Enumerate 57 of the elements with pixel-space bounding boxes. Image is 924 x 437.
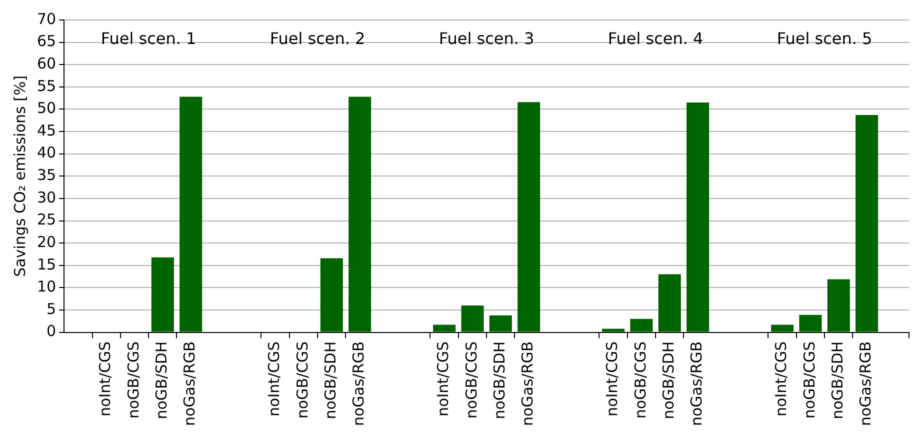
- y-tick-label: 65: [36, 32, 56, 50]
- x-tick-label: noGB/SDH: [828, 341, 847, 420]
- x-tick-label: noGB/SDH: [152, 341, 171, 420]
- bar: [827, 279, 850, 332]
- y-tick-label: 40: [36, 144, 56, 162]
- x-tick-label: noGas/RGB: [518, 341, 537, 426]
- x-tick-label: noGB/CGS: [124, 341, 142, 419]
- y-tick-label: 35: [36, 166, 56, 184]
- bar: [799, 314, 822, 332]
- y-tick-label: 25: [36, 210, 56, 229]
- annotation: Fuel scen. 5: [776, 29, 872, 48]
- x-tick-label: noGB/SDH: [660, 341, 678, 420]
- y-tick-label: 50: [36, 99, 56, 118]
- bar: [630, 318, 653, 332]
- bar: [348, 96, 372, 332]
- y-tick-label: 0: [46, 322, 56, 340]
- y-tick-label: 55: [36, 76, 56, 95]
- y-tick-label: 20: [36, 232, 56, 251]
- y-tick-label: 10: [36, 278, 56, 296]
- bar: [433, 324, 456, 332]
- x-tick-label: noInt/CGS: [265, 341, 284, 416]
- bar: [686, 102, 710, 332]
- x-tick-label: noInt/CGS: [772, 341, 790, 416]
- y-tick-label: 45: [36, 121, 56, 140]
- x-tick-label: noGas/RGB: [856, 341, 875, 426]
- annotation: Fuel scen. 2: [270, 29, 366, 48]
- y-tick-label: 70: [36, 10, 56, 28]
- bar: [658, 274, 681, 332]
- bar: [151, 257, 174, 332]
- x-tick-label: noInt/CGS: [603, 341, 622, 416]
- y-tick-label: 60: [36, 54, 56, 73]
- x-tick-label: noGB/CGS: [462, 341, 480, 419]
- annotation: Fuel scen. 4: [608, 29, 704, 48]
- x-tick-label: noInt/CGS: [96, 341, 114, 416]
- x-tick-label: noGB/CGS: [631, 341, 650, 419]
- x-tick-label: noGB/CGS: [293, 341, 312, 419]
- y-tick-label: 15: [36, 255, 56, 274]
- bar: [602, 328, 625, 332]
- y-tick-label: 30: [36, 188, 56, 206]
- y-tick-label: 5: [46, 300, 56, 318]
- annotation: Fuel scen. 1: [100, 29, 196, 48]
- bar: [489, 315, 512, 332]
- x-tick-label: noGas/RGB: [350, 341, 368, 426]
- bar: [856, 115, 878, 332]
- bar: [518, 102, 540, 332]
- bar: [180, 96, 202, 332]
- x-tick-label: noInt/CGS: [434, 341, 452, 416]
- bar: [771, 324, 794, 332]
- x-tick-label: noGas/RGB: [180, 341, 199, 426]
- bar: [461, 306, 484, 332]
- y-axis-title: Savings CO₂ emissions [%]: [10, 75, 29, 277]
- annotation: Fuel scen. 3: [438, 29, 534, 48]
- bar: [320, 258, 343, 332]
- x-tick-label: noGB/CGS: [800, 341, 818, 419]
- x-tick-label: noGB/SDH: [322, 341, 340, 420]
- x-tick-label: noGas/RGB: [688, 341, 706, 426]
- x-tick-label: noGB/SDH: [490, 341, 509, 420]
